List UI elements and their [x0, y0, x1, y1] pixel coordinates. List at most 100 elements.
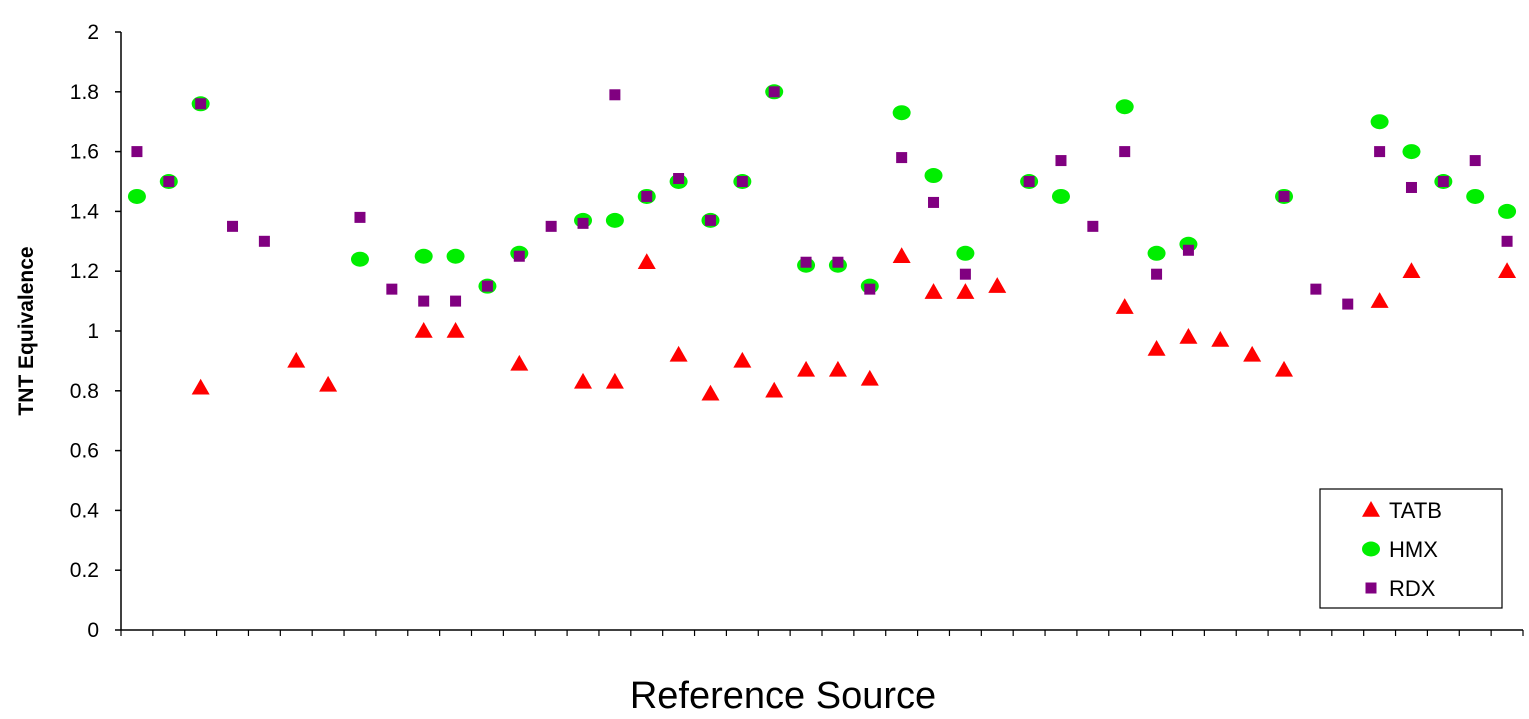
rdx-point [450, 295, 462, 307]
legend-label-rdx: RDX [1389, 576, 1436, 601]
y-tick-label: 1.6 [70, 141, 99, 164]
legend-marker-rdx [1365, 582, 1377, 594]
hmx-point [605, 212, 624, 228]
hmx-point [127, 188, 146, 204]
rdx-point [1501, 235, 1513, 247]
tatb-point [988, 277, 1007, 293]
tatb-point [1243, 345, 1262, 362]
hmx-point [1115, 99, 1134, 115]
hmx-point [1466, 188, 1485, 204]
rdx-point [195, 98, 207, 110]
rdx-point [258, 235, 270, 247]
y-ticks: 0 0.2 0.4 0.6 0.8 1 1.2 1.4 1.6 1.8 2 [70, 21, 121, 642]
tatb-point [1179, 327, 1198, 344]
rdx-point [832, 256, 844, 268]
y-tick-label: 2 [87, 21, 99, 44]
tatb-point [765, 381, 784, 398]
rdx-point [1182, 244, 1194, 256]
tatb-point [892, 247, 911, 263]
rdx-point [513, 250, 525, 262]
hmx-point [1051, 188, 1070, 204]
tatb-point [446, 322, 465, 338]
tatb-point [1370, 292, 1389, 308]
tatb-point [637, 253, 656, 269]
y-tick-label: 0.2 [70, 559, 99, 582]
tatb-point [733, 351, 752, 368]
rdx-point [736, 176, 748, 187]
y-tick-label: 0 [87, 619, 99, 642]
rdx-point [928, 196, 940, 208]
tatb-point [828, 360, 847, 377]
rdx-point [1469, 155, 1481, 167]
rdx-point [609, 89, 621, 101]
tatb-point [319, 375, 338, 392]
hmx-point [956, 245, 975, 261]
tatb-point [287, 351, 306, 368]
legend-label-hmx: HMX [1389, 537, 1438, 562]
axes [120, 32, 1523, 631]
data-points [127, 84, 1517, 401]
hmx-point [1147, 245, 1166, 261]
tatb-point [860, 369, 879, 386]
rdx-point [1437, 176, 1449, 187]
y-tick-label: 1 [87, 320, 99, 343]
hmx-point [414, 248, 433, 264]
tatb-point [510, 354, 529, 371]
rdx-point [704, 214, 716, 226]
tatb-point [1147, 339, 1166, 356]
y-tick-label: 1.8 [70, 81, 99, 104]
legend-label-tatb: TATB [1389, 498, 1442, 523]
y-tick-label: 1.2 [70, 260, 99, 283]
legend: TATB HMX RDX [1319, 488, 1503, 609]
y-tick-label: 1.4 [70, 200, 100, 223]
rdx-point [545, 220, 557, 232]
rdx-point [418, 295, 430, 307]
legend-marker-tatb [1362, 501, 1380, 517]
hmx-point [1370, 114, 1389, 130]
x-axis-title: Reference Source [630, 675, 936, 717]
hmx-point [350, 251, 369, 267]
tatb-point [414, 322, 433, 338]
rdx-point [1310, 283, 1322, 295]
tatb-point [956, 283, 975, 299]
rdx-point [1087, 220, 1099, 232]
rdx-point [768, 86, 780, 98]
rdx-point [1119, 146, 1131, 158]
tatb-point [701, 384, 720, 401]
tatb-point [1498, 262, 1517, 278]
y-tick-label: 0.6 [70, 440, 99, 463]
rdx-point [1405, 181, 1417, 193]
tatb-point [1275, 360, 1294, 377]
rdx-point [131, 146, 143, 158]
hmx-point [1498, 203, 1517, 219]
rdx-point [1374, 146, 1386, 158]
rdx-point [896, 152, 908, 164]
rdx-point [959, 268, 971, 280]
rdx-point [673, 173, 685, 185]
hmx-point [924, 168, 943, 184]
tatb-point [797, 360, 816, 377]
rdx-point [1055, 155, 1067, 167]
tatb-point [574, 372, 593, 389]
rdx-point [481, 280, 493, 292]
tatb-point [1115, 298, 1134, 314]
hmx-point [892, 105, 911, 121]
tatb-point [669, 345, 688, 362]
rdx-point [1342, 298, 1354, 310]
y-axis-title: TNT Equivalence [15, 246, 38, 415]
x-ticks [120, 630, 1524, 636]
y-tick-label: 0.8 [70, 380, 99, 403]
y-tick-label: 0.4 [70, 499, 100, 522]
rdx-point [227, 220, 239, 232]
rdx-point [163, 176, 175, 187]
rdx-point [577, 217, 589, 229]
legend-box [1319, 488, 1503, 609]
legend-marker-hmx [1362, 541, 1380, 557]
tatb-point [191, 378, 210, 395]
hmx-point [446, 248, 465, 264]
tatb-point [1402, 262, 1421, 278]
rdx-point [864, 283, 876, 295]
rdx-point [641, 190, 653, 202]
tatb-point [605, 372, 624, 389]
